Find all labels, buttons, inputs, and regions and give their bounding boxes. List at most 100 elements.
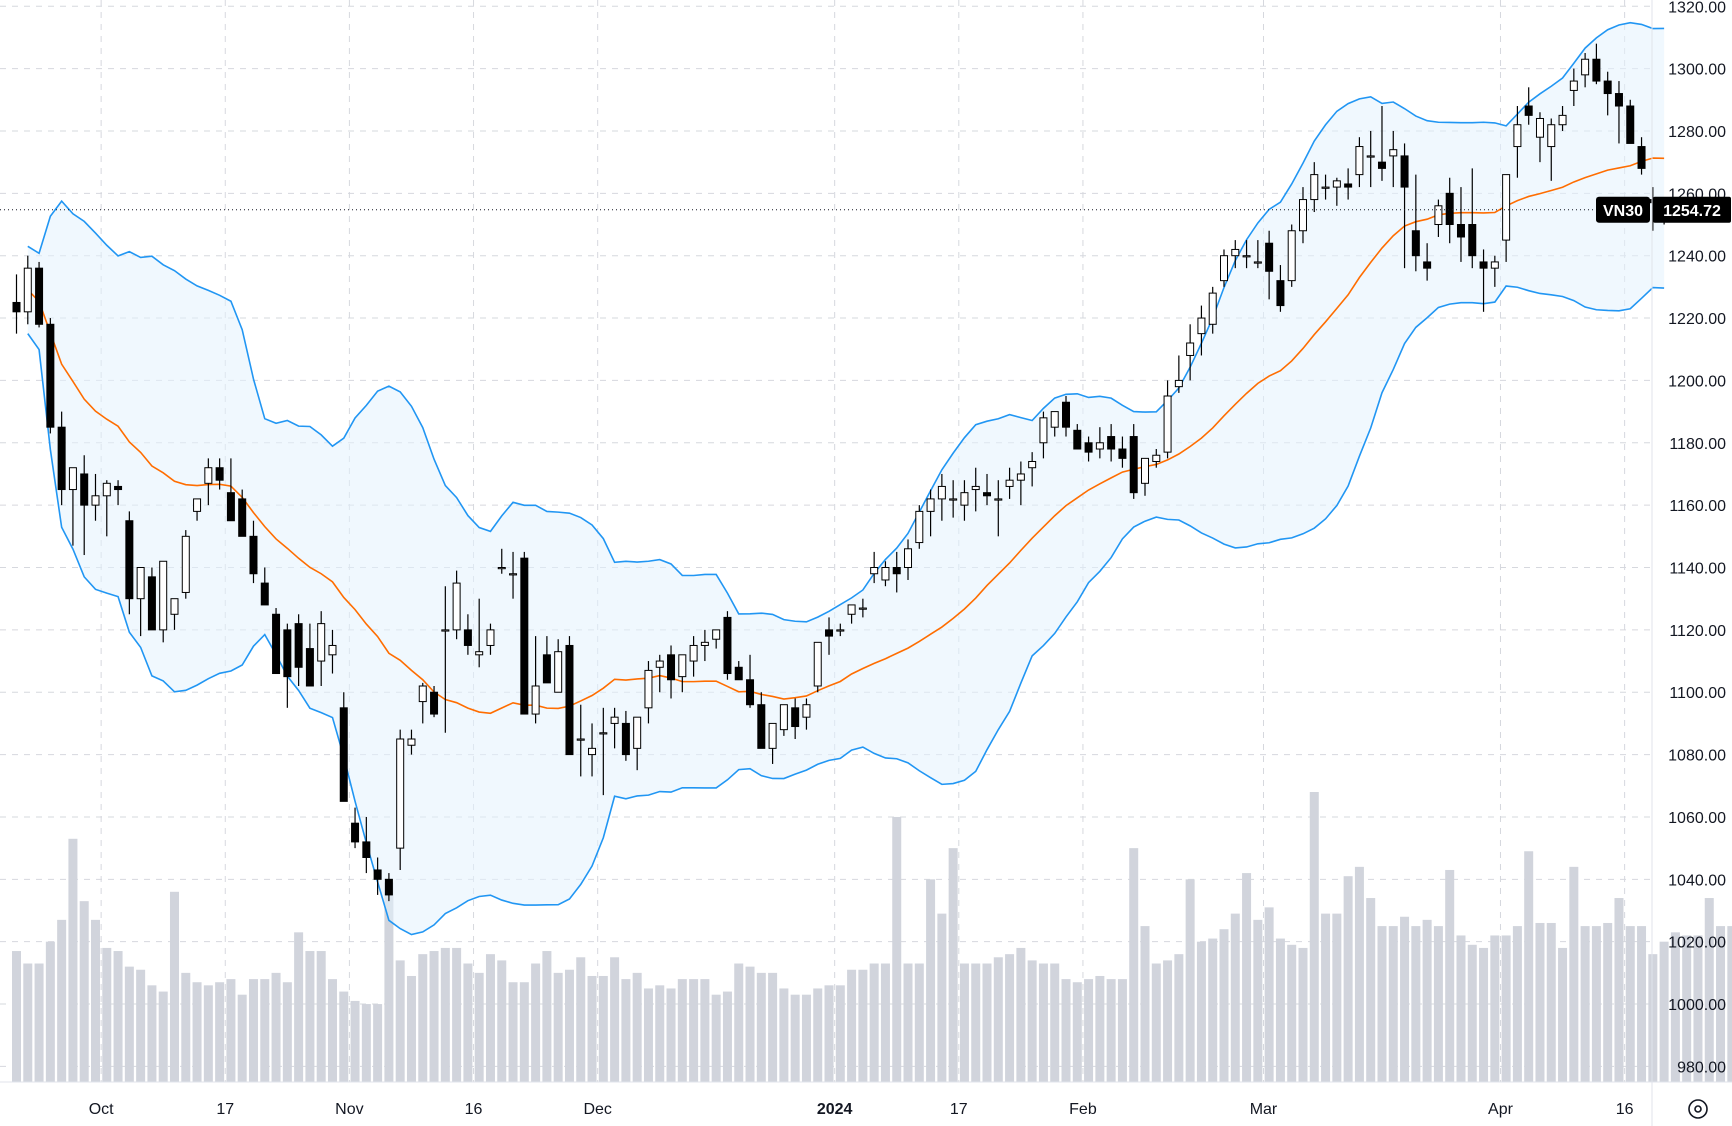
candle-body-down	[621, 722, 630, 756]
candle-body-up	[193, 498, 202, 512]
candle	[1547, 118, 1556, 181]
candle	[1592, 43, 1601, 85]
volume-bar	[643, 988, 653, 1082]
candle	[588, 723, 597, 777]
candle	[1389, 130, 1398, 188]
volume-bar	[45, 941, 55, 1082]
candle-body-down	[1265, 242, 1274, 272]
candle	[35, 261, 44, 328]
time-tick-label: Dec	[583, 1101, 611, 1118]
candle-body-down	[125, 520, 134, 600]
candle	[1084, 436, 1093, 462]
volume-bar	[598, 975, 608, 1082]
candle-body-up	[509, 573, 518, 576]
volume-bar	[1682, 935, 1692, 1082]
volume-bar	[1614, 898, 1624, 1082]
candle-body-up	[960, 492, 969, 506]
candle	[294, 614, 303, 686]
candle-body-down	[260, 582, 269, 606]
price-tick-label: 1280.00	[1668, 124, 1726, 141]
candle	[1400, 143, 1409, 269]
candle-body-up	[881, 567, 890, 581]
candle-body-up	[937, 485, 946, 500]
candle-body-up	[644, 669, 653, 709]
candle-body-down	[1603, 80, 1612, 95]
candle-body-up	[1298, 199, 1307, 232]
candle	[836, 623, 845, 637]
candle-body-up	[1355, 146, 1364, 176]
time-tick-label: 16	[1616, 1101, 1634, 1118]
volume-bar	[1038, 963, 1048, 1082]
candle	[1095, 427, 1104, 459]
volume-bar	[1208, 938, 1218, 1082]
candle-body-down	[1411, 230, 1420, 257]
volume-bar	[1117, 979, 1127, 1082]
candle	[531, 636, 540, 724]
volume-bar	[937, 913, 947, 1082]
candle	[260, 567, 269, 606]
volume-bar	[971, 963, 981, 1082]
time-tick-label: Mar	[1250, 1101, 1278, 1118]
candle-body-up	[655, 660, 664, 668]
price-axis[interactable]: 980.00 1000.00 1020.00 1040.00 1060.00 1080.0…	[1651, 0, 1726, 1126]
candle	[1028, 452, 1037, 487]
candle-body-down	[734, 666, 743, 681]
volume-bar	[610, 957, 620, 1082]
candle	[633, 716, 642, 771]
volume-bar	[553, 972, 563, 1082]
candle	[734, 661, 743, 681]
candle	[1107, 424, 1116, 462]
candle	[1231, 240, 1240, 269]
candle-body-up	[1219, 255, 1228, 282]
candle	[1152, 449, 1161, 468]
volume-bar	[1174, 954, 1184, 1082]
candle-body-down	[1344, 183, 1353, 188]
volume-bar	[531, 963, 541, 1082]
candle	[181, 530, 190, 599]
candle	[565, 636, 574, 756]
candle	[475, 598, 484, 668]
volume-bar	[248, 979, 258, 1082]
candle	[509, 551, 518, 599]
candle-body-up	[441, 629, 450, 632]
volume-bar	[1580, 926, 1590, 1082]
settings-icon[interactable]	[1688, 1099, 1708, 1119]
volume-bar	[824, 985, 834, 1082]
volume-bar	[1366, 898, 1376, 1082]
last-price-badge	[1653, 196, 1731, 223]
volume-bar	[1309, 792, 1319, 1082]
volume-bar	[711, 994, 721, 1082]
candle	[23, 255, 32, 325]
candle-body-up	[1186, 342, 1195, 356]
time-tick-label: Feb	[1069, 1101, 1097, 1118]
candle-body-up	[813, 641, 822, 687]
volume-bar	[57, 919, 67, 1082]
volume-bar	[655, 985, 665, 1082]
volume-bar	[136, 969, 146, 1082]
candle	[520, 551, 529, 715]
candle	[1626, 99, 1635, 144]
candle-body-down	[272, 613, 281, 675]
candle	[949, 480, 958, 518]
candle	[1321, 174, 1330, 200]
candle	[147, 567, 156, 631]
volume-bar	[1704, 898, 1714, 1082]
candle-body-up	[994, 498, 1003, 501]
volume-bar	[1467, 944, 1477, 1082]
volume-bar	[813, 988, 823, 1082]
candle	[362, 816, 371, 874]
candle-body-up	[779, 704, 788, 731]
volume-bar	[1129, 848, 1139, 1082]
candle-body-down	[339, 707, 348, 802]
candle-body-up	[68, 467, 77, 491]
chart-settings-button[interactable]	[1688, 1099, 1708, 1119]
volume-bar	[260, 979, 270, 1082]
time-tick-label: Nov	[335, 1101, 363, 1118]
candle	[430, 685, 439, 718]
candle-body-down	[1423, 261, 1432, 269]
volume-bar	[1253, 919, 1263, 1082]
time-axis[interactable]: Oct 17 Nov 16 Dec 2024 17 Feb Mar Apr 16	[0, 1081, 1732, 1118]
candle-body-down	[305, 648, 314, 687]
volume-bar	[1512, 926, 1522, 1082]
